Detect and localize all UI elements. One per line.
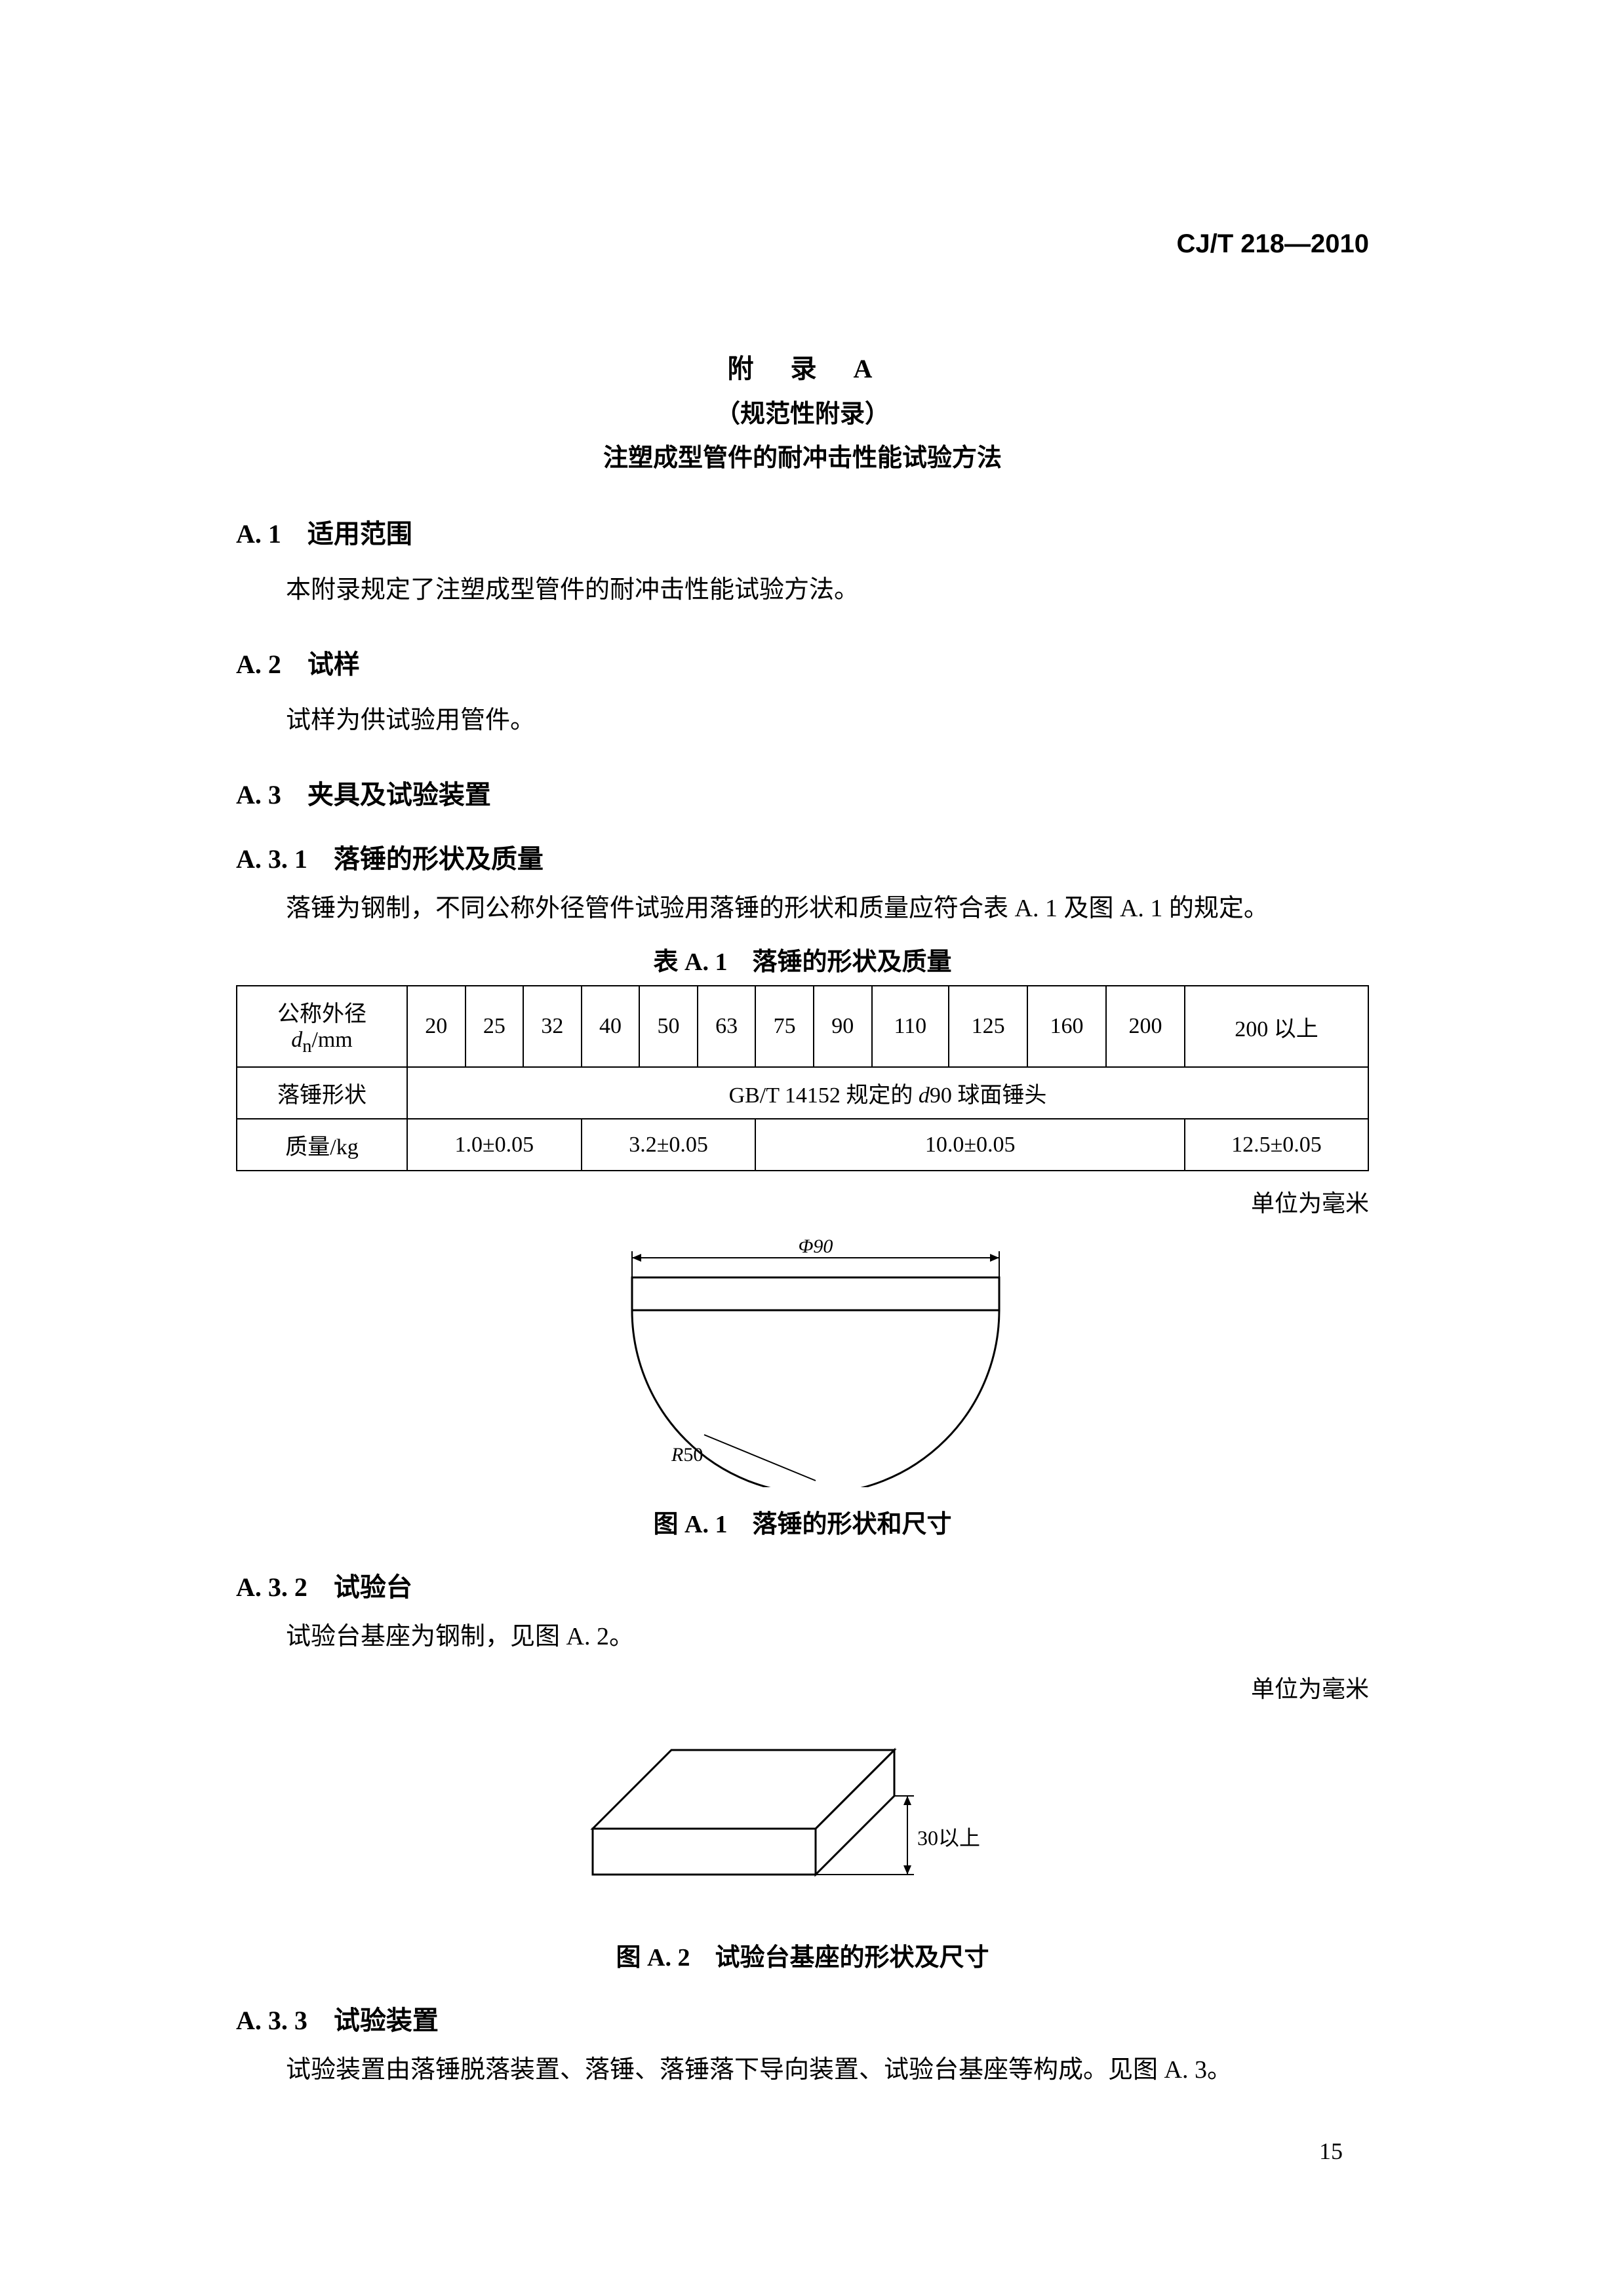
table-row: 质量/kg 1.0±0.05 3.2±0.05 10.0±0.05 12.5±0… (237, 1119, 1368, 1171)
section-a3-2-body: 试验台基座为钢制，见图 A. 2。 (236, 1617, 1369, 1657)
section-a3-3-body: 试验装置由落锤脱落装置、落锤、落锤落下导向装置、试验台基座等构成。见图 A. 3… (236, 2050, 1369, 2090)
table-cell: 200 (1106, 986, 1185, 1067)
section-a3: A. 3 夹具及试验装置 A. 3. 1 落锤的形状及质量 落锤为钢制，不同公称… (236, 773, 1369, 2090)
section-a3-title: A. 3 夹具及试验装置 (236, 773, 1369, 811)
figure-a2-caption: 图 A. 2 试验台基座的形状及尺寸 (236, 1937, 1369, 1973)
table-cell: 1.0±0.05 (407, 1119, 582, 1171)
diameter-label-line1: 公称外径 (241, 996, 403, 1028)
standard-code: CJ/T 218—2010 (1176, 229, 1369, 259)
hammer-diagram: Φ90 R50 (553, 1238, 1052, 1487)
appendix-type: （规范性附录） (236, 393, 1369, 429)
table-cell: 110 (872, 986, 949, 1067)
appendix-title: 注塑成型管件的耐冲击性能试验方法 (236, 437, 1369, 473)
section-a1-title: A. 1 适用范围 (236, 513, 1369, 551)
height-label: 30以上 (917, 1826, 980, 1850)
unit-label-2: 单位为毫米 (236, 1670, 1369, 1704)
section-a1: A. 1 适用范围 本附录规定了注塑成型管件的耐冲击性能试验方法。 (236, 513, 1369, 610)
figure-a2: 30以上 图 A. 2 试验台基座的形状及尺寸 (236, 1724, 1369, 1973)
section-a3-1-title: A. 3. 1 落锤的形状及质量 (236, 838, 1369, 876)
table-cell: 75 (755, 986, 814, 1067)
table-cell: 10.0±0.05 (755, 1119, 1185, 1171)
phi-label: Φ90 (799, 1238, 833, 1257)
base-diagram: 30以上 (580, 1724, 1025, 1920)
mass-row-label: 质量/kg (237, 1119, 407, 1171)
table-cell: 32 (523, 986, 582, 1067)
table-cell: 3.2±0.05 (582, 1119, 756, 1171)
table-cell: 200 以上 (1185, 986, 1368, 1067)
page-number: 15 (1319, 2137, 1343, 2165)
table-cell: 20 (407, 986, 466, 1067)
section-a2-title: A. 2 试样 (236, 643, 1369, 681)
table-cell: 25 (466, 986, 524, 1067)
table-row: 落锤形状 GB/T 14152 规定的 d90 球面锤头 (237, 1067, 1368, 1119)
appendix-label: 附 录 A (236, 347, 1369, 385)
table-row: 公称外径 dn/mm 20 25 32 40 50 63 75 90 110 1… (237, 986, 1368, 1067)
table-cell: 125 (949, 986, 1027, 1067)
appendix-header: 附 录 A （规范性附录） 注塑成型管件的耐冲击性能试验方法 (236, 347, 1369, 473)
section-a3-2-title: A. 3. 2 试验台 (236, 1566, 1369, 1604)
diameter-label-line2: dn/mm (241, 1028, 403, 1057)
table-cell: 12.5±0.05 (1185, 1119, 1368, 1171)
figure-a1-caption: 图 A. 1 落锤的形状和尺寸 (236, 1504, 1369, 1540)
figure-a1: Φ90 R50 图 A. 1 落锤的形状和尺寸 (236, 1238, 1369, 1540)
table-cell: 63 (698, 986, 756, 1067)
shape-row-label: 落锤形状 (237, 1067, 407, 1119)
section-a1-body: 本附录规定了注塑成型管件的耐冲击性能试验方法。 (236, 570, 1369, 610)
table-cell: 90 (814, 986, 872, 1067)
section-a2-body: 试样为供试验用管件。 (236, 701, 1369, 741)
section-a3-3-title: A. 3. 3 试验装置 (236, 1999, 1369, 2037)
table-header-cell: 公称外径 dn/mm (237, 986, 407, 1067)
table-a1-caption: 表 A. 1 落锤的形状及质量 (236, 941, 1369, 977)
table-cell: 40 (582, 986, 640, 1067)
section-a3-1-body: 落锤为钢制，不同公称外径管件试验用落锤的形状和质量应符合表 A. 1 及图 A.… (236, 889, 1369, 929)
shape-row-value: GB/T 14152 规定的 d90 球面锤头 (407, 1067, 1368, 1119)
unit-label-1: 单位为毫米 (236, 1184, 1369, 1218)
table-cell: 50 (639, 986, 698, 1067)
table-a1: 公称外径 dn/mm 20 25 32 40 50 63 75 90 110 1… (236, 985, 1369, 1171)
table-cell: 160 (1027, 986, 1106, 1067)
r50-label: R50 (671, 1444, 703, 1466)
section-a2: A. 2 试样 试样为供试验用管件。 (236, 643, 1369, 741)
